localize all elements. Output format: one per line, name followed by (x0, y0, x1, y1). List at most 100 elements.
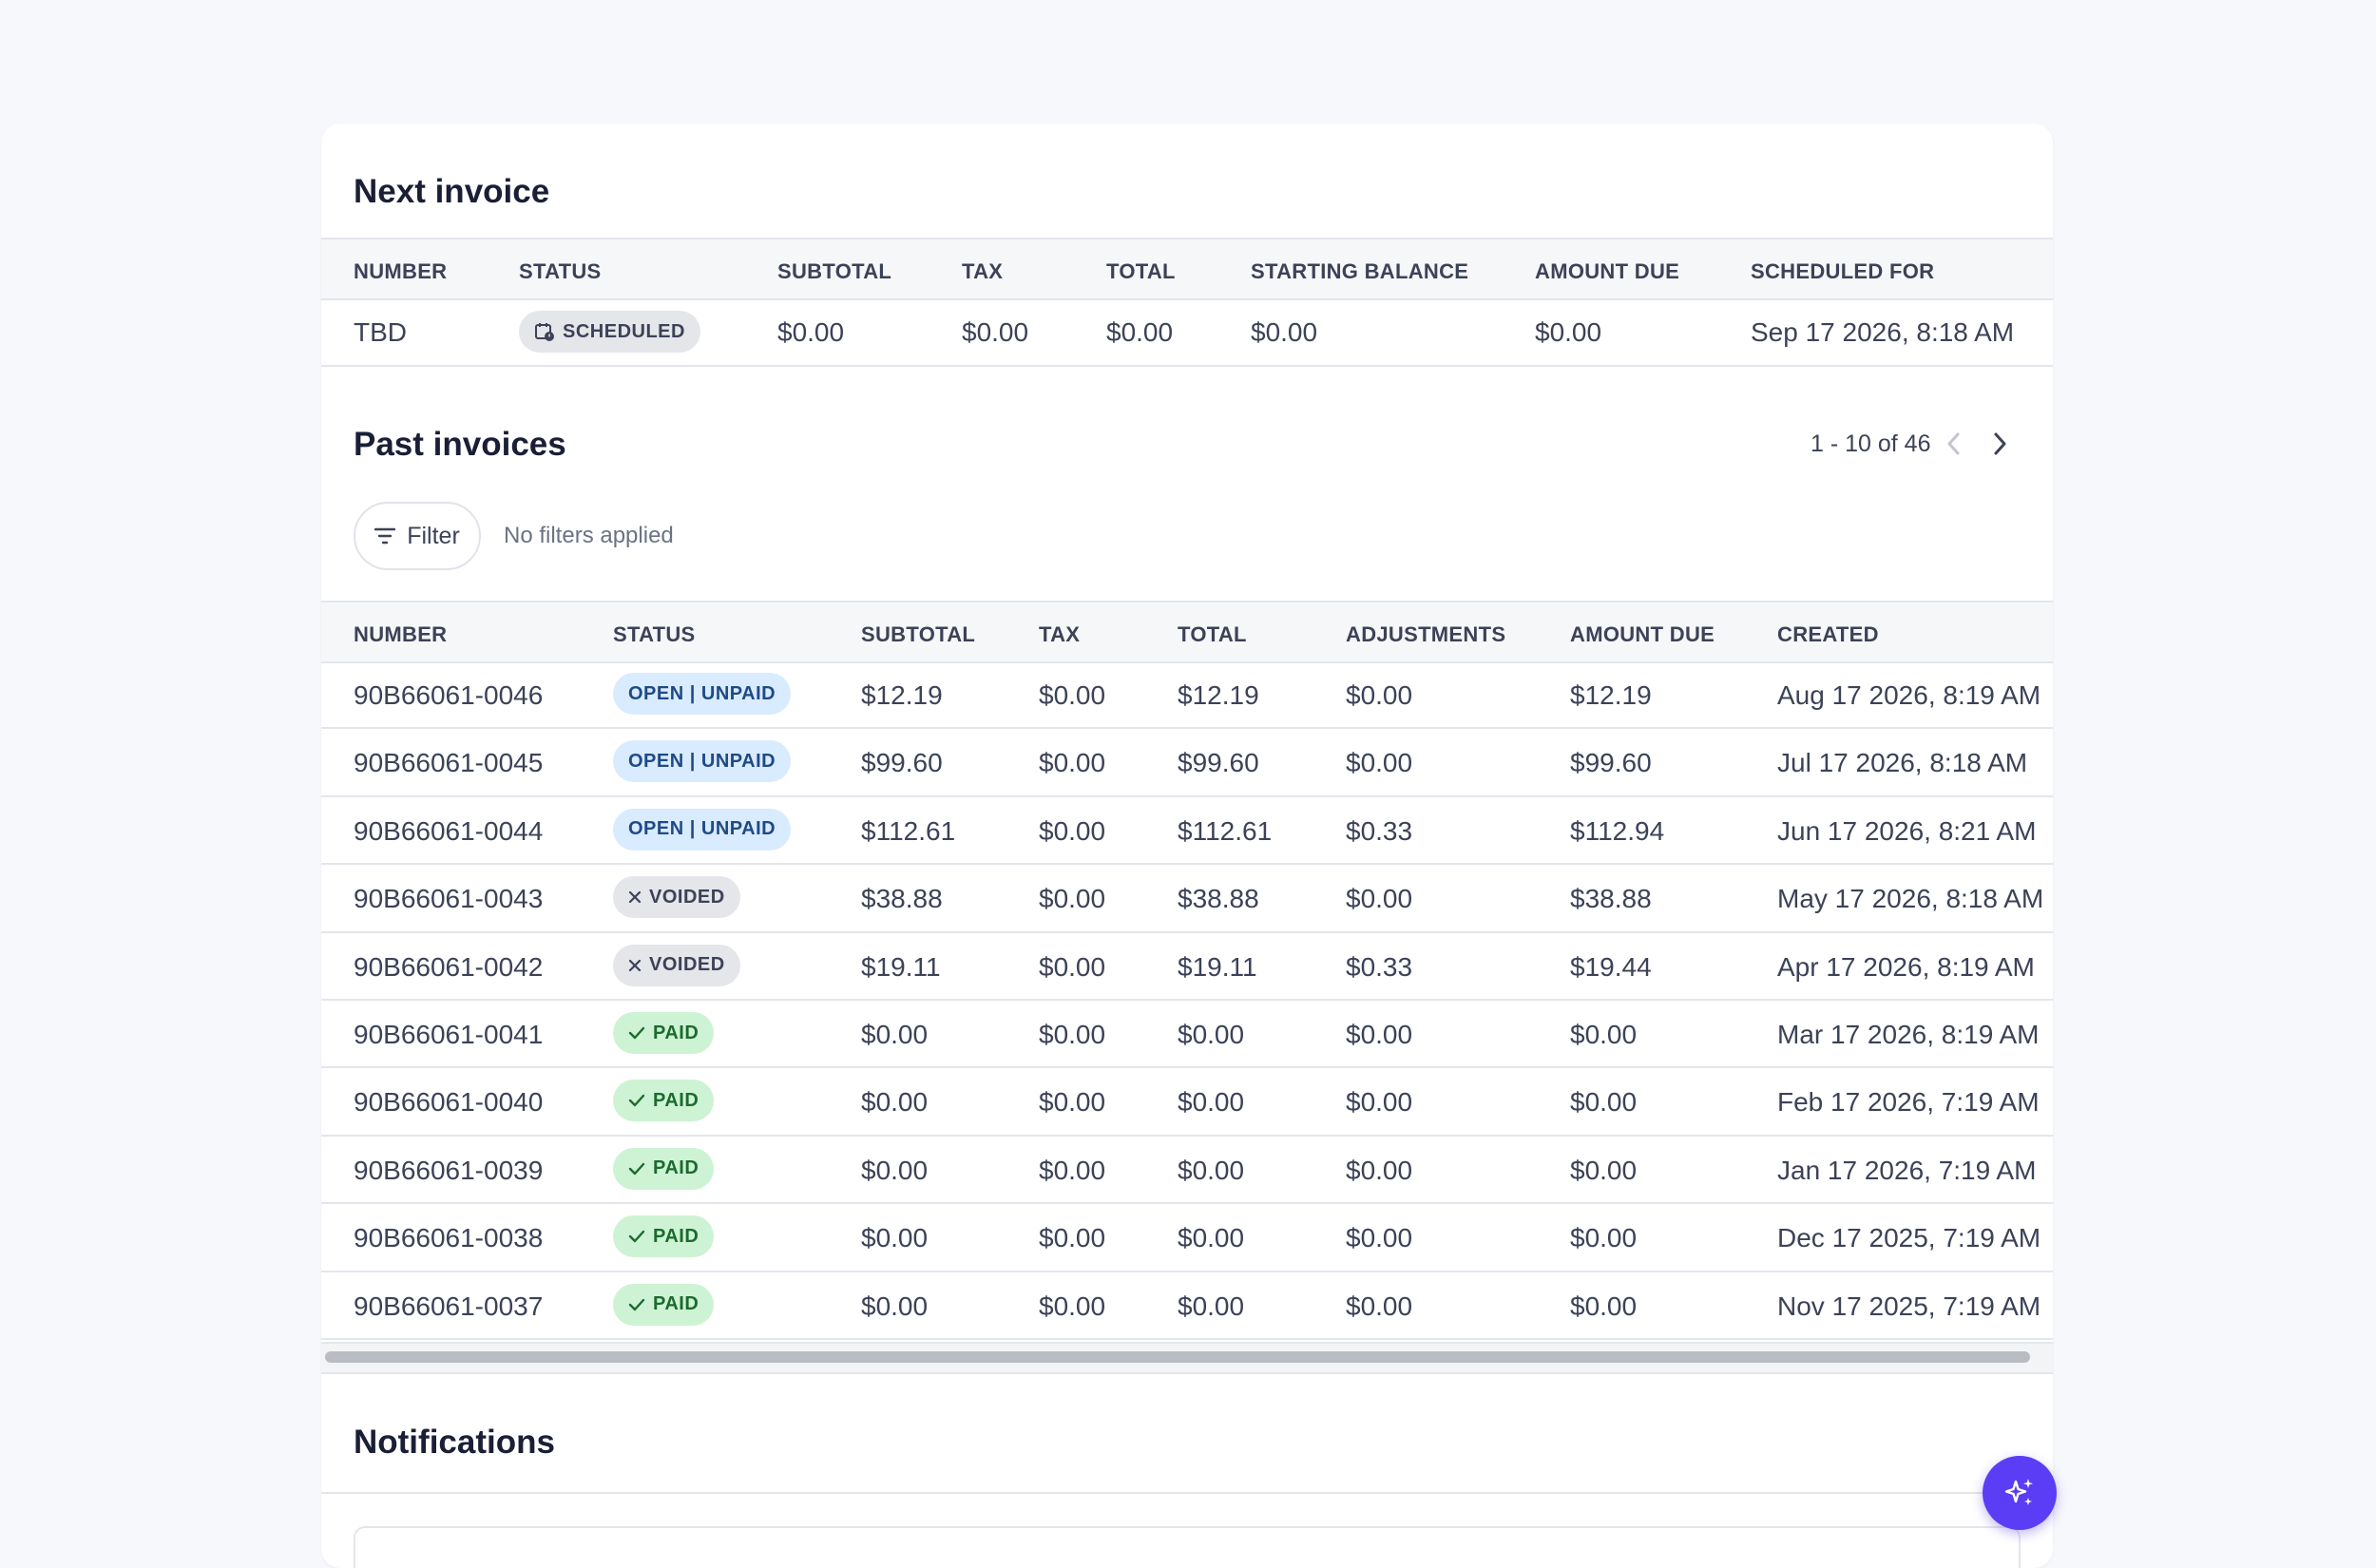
amount-due: $0.00 (1570, 1020, 1638, 1049)
table-row[interactable]: 90B66061-0038 $0.00 $0.00 $0.00 $0.00 $0.00 De… (321, 1204, 2053, 1272)
tax: $0.00 (1039, 1223, 1106, 1253)
past-invoices-header: NUMBER STATUS SUBTOTAL TAX TOTAL ADJUSTM… (321, 601, 2053, 663)
amount-due: $0.00 (1570, 1155, 1638, 1185)
tax: $0.00 (1039, 1087, 1106, 1118)
table-row[interactable]: 90B66061-0040 $0.00 $0.00 $0.00 $0.00 $0.00 Fe… (321, 1068, 2053, 1137)
col-amount-due: AMOUNT DUE (1535, 259, 1680, 283)
table-row[interactable]: 90B66061-0045 $99.60 $0.00 $99.60 $0.00 $99.6… (321, 729, 2053, 797)
col-total: TOTAL (1106, 259, 1176, 283)
status-label: OPEN | UNPAID (628, 750, 776, 772)
tax: $0.00 (1039, 1291, 1106, 1321)
created-date: Dec 17 2025, 7:19 AM (1777, 1223, 2041, 1253)
total: $12.19 (1178, 680, 1259, 710)
invoice-number: 90B66061-0046 (354, 680, 544, 710)
scrollbar-thumb[interactable] (325, 1351, 2030, 1363)
filter-label: Filter (407, 522, 460, 549)
subtotal: $0.00 (777, 317, 845, 347)
filter-icon (374, 527, 396, 545)
status-badge: SCHEDULED (519, 311, 700, 353)
status-label: OPEN | UNPAID (628, 682, 776, 704)
col-scheduled-for: SCHEDULED FOR (1751, 259, 1935, 283)
table-row[interactable]: 90B66061-0044 $112.61 $0.00 $112.61 $0.33 $11… (321, 797, 2053, 866)
total: $99.60 (1178, 748, 1259, 778)
status-badge: PAID (613, 1012, 715, 1054)
invoice-number: 90B66061-0045 (354, 748, 544, 778)
invoice-number: 90B66061-0039 (354, 1155, 544, 1185)
billing-card: Next invoice NUMBER STATUS SUBTOTAL TAX … (321, 124, 2053, 1568)
created-date: May 17 2026, 8:18 AM (1777, 884, 2044, 914)
col-subtotal: SUBTOTAL (777, 259, 892, 283)
tax: $0.00 (1039, 680, 1106, 710)
amount-due: $38.88 (1570, 884, 1652, 914)
tax: $0.00 (1039, 748, 1106, 778)
col-subtotal: SUBTOTAL (861, 622, 976, 646)
subtotal: $112.61 (861, 815, 956, 846)
tax: $0.00 (1039, 884, 1106, 914)
notifications-panel (354, 1526, 2021, 1568)
check-icon (628, 1162, 645, 1175)
table-row[interactable]: 90B66061-0037 $0.00 $0.00 $0.00 $0.00 $0.00 No… (321, 1272, 2053, 1340)
adjustments: $0.00 (1346, 1155, 1413, 1185)
status-label: PAID (653, 1293, 699, 1315)
next-invoice-row[interactable]: TBD SCHEDULED $0.00 $0.00 $0.00 $0.00 $0… (321, 298, 2053, 367)
adjustments: $0.00 (1346, 1291, 1413, 1321)
adjustments: $0.33 (1346, 951, 1413, 982)
created-date: Jul 17 2026, 8:18 AM (1777, 748, 2028, 778)
table-row[interactable]: 90B66061-0046 $12.19 $0.00 $12.19 $0.00 $12.1… (321, 661, 2053, 730)
table-row[interactable]: 90B66061-0039 $0.00 $0.00 $0.00 $0.00 $0.00 Ja… (321, 1137, 2053, 1205)
created-date: Jan 17 2026, 7:19 AM (1777, 1155, 2037, 1185)
prev-page-button[interactable] (1940, 428, 1968, 460)
invoice-number: 90B66061-0037 (354, 1291, 544, 1321)
invoice-number: 90B66061-0043 (354, 884, 544, 914)
table-row[interactable]: 90B66061-0043 $38.88 $0.00 $38.88 $0.00 $38.8… (321, 865, 2053, 933)
amount-due: $19.44 (1570, 951, 1652, 982)
next-page-button[interactable] (1985, 428, 2014, 460)
adjustments: $0.00 (1346, 1087, 1413, 1118)
subtotal: $19.11 (861, 951, 941, 982)
col-tax: TAX (962, 259, 1004, 283)
total: $0.00 (1178, 1223, 1245, 1253)
status-badge: VOIDED (613, 876, 740, 919)
status-label: PAID (653, 1225, 699, 1247)
status-label: VOIDED (649, 954, 725, 976)
status-label: VOIDED (649, 886, 725, 908)
created-date: Mar 17 2026, 8:19 AM (1777, 1020, 2040, 1049)
table-row[interactable]: 90B66061-0042 $19.11 $0.00 $19.11 $0.33 $19.4… (321, 933, 2053, 1001)
status-label: OPEN | UNPAID (628, 818, 776, 840)
status-label: PAID (653, 1022, 699, 1043)
invoice-number: 90B66061-0044 (354, 815, 544, 846)
status-badge: PAID (613, 1147, 715, 1190)
check-icon (628, 1095, 645, 1107)
subtotal: $0.00 (861, 1087, 929, 1118)
table-row[interactable]: 90B66061-0041 $0.00 $0.00 $0.00 $0.00 $0.00 Ma… (321, 1001, 2053, 1069)
next-invoice-title: Next invoice (354, 173, 550, 210)
filter-status: No filters applied (504, 523, 674, 548)
col-number: NUMBER (354, 259, 448, 283)
divider (321, 1492, 2053, 1494)
total: $0.00 (1178, 1155, 1245, 1185)
created-date: Jun 17 2026, 8:21 AM (1777, 815, 2037, 846)
x-icon (628, 891, 642, 904)
col-total: TOTAL (1178, 622, 1247, 646)
past-invoices-title: Past invoices (354, 426, 566, 463)
x-icon (628, 959, 642, 971)
created-date: Feb 17 2026, 7:19 AM (1777, 1087, 2040, 1118)
status-badge: PAID (613, 1080, 715, 1122)
subtotal: $99.60 (861, 748, 943, 778)
horizontal-scrollbar[interactable] (321, 1342, 2053, 1374)
adjustments: $0.00 (1346, 1020, 1413, 1049)
amount-due: $0.00 (1570, 1291, 1638, 1321)
status-badge: OPEN | UNPAID (613, 673, 792, 715)
invoice-number: 90B66061-0038 (354, 1223, 544, 1253)
filter-button[interactable]: Filter (354, 502, 481, 570)
col-adjustments: ADJUSTMENTS (1346, 622, 1506, 646)
amount-due: $112.94 (1570, 815, 1665, 846)
notifications-title: Notifications (354, 1424, 555, 1461)
adjustments: $0.33 (1346, 815, 1413, 846)
total: $0.00 (1178, 1020, 1245, 1049)
sparkle-icon (2004, 1479, 2033, 1505)
subtotal: $12.19 (861, 680, 943, 710)
created-date: Apr 17 2026, 8:19 AM (1777, 951, 2035, 982)
total: $38.88 (1178, 884, 1259, 914)
assistant-button[interactable] (1983, 1456, 2057, 1530)
